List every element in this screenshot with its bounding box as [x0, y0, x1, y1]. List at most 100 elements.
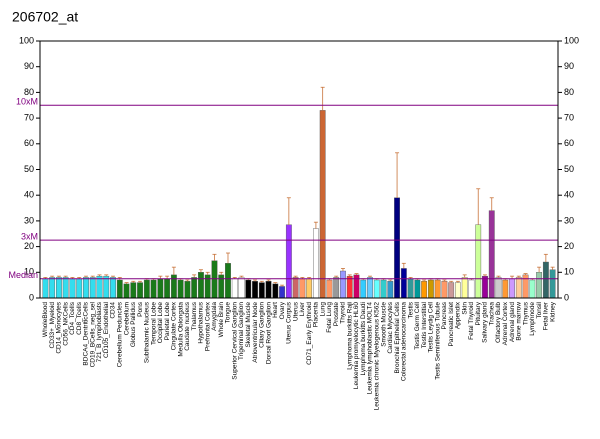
- bar: [184, 281, 191, 299]
- x-tick-label: CD33+_Myeloid: [49, 302, 56, 349]
- x-tick-label: Lymphoma burkitts Raji: [346, 302, 353, 370]
- bar: [360, 279, 367, 299]
- x-tick-label: Pituitary: [475, 301, 482, 325]
- bar: [231, 278, 238, 299]
- y-tick-label: 30: [24, 215, 34, 225]
- x-tick-label: Atrioventricular Node: [252, 302, 259, 363]
- bar: [143, 279, 150, 299]
- bar: [245, 279, 252, 299]
- x-tick-label: Lung: [319, 302, 326, 317]
- bar: [441, 281, 448, 299]
- y2-tick-label: 50: [564, 164, 574, 174]
- y2-tick-label: 20: [564, 241, 574, 251]
- bar: [191, 277, 198, 299]
- y2-tick-label: 90: [564, 61, 574, 71]
- y-tick-label: 40: [24, 190, 34, 200]
- x-tick-label: BDCA4_DentriticCells: [83, 301, 90, 365]
- bar: [292, 277, 299, 299]
- x-tick-label: Thyroid: [340, 302, 347, 324]
- bar: [461, 277, 468, 299]
- bar: [387, 281, 394, 299]
- bar: [285, 224, 292, 299]
- x-tick-label: WholeBlood: [42, 302, 49, 337]
- bar: [279, 286, 285, 299]
- plot-frame: [39, 40, 559, 299]
- bar: [62, 277, 69, 299]
- y2-tick-label: 100: [564, 35, 579, 45]
- y2-tick-label: 30: [564, 215, 574, 225]
- bar: [346, 275, 353, 299]
- bar: [89, 277, 96, 299]
- x-tick-label: Thalamus: [191, 301, 198, 330]
- x-tick-label: Tonsil: [536, 301, 543, 318]
- bar: [434, 279, 441, 299]
- y2-tick-label: 70: [564, 112, 574, 122]
- y-tick-label: 20: [24, 241, 34, 251]
- bar: [468, 279, 475, 299]
- bar: [421, 281, 428, 299]
- x-tick-label: Cardiac Myocytes: [387, 301, 394, 353]
- y-tick-label: 60: [24, 138, 34, 148]
- x-tick-label: Fetal Lung: [326, 302, 333, 333]
- bar: [414, 279, 421, 299]
- x-tick-label: Leukemia promyelocytic HL60: [353, 302, 360, 389]
- bar: [96, 275, 103, 299]
- x-tick-label: Testis Interstitial: [421, 301, 428, 348]
- bar: [427, 279, 434, 299]
- x-tick-label: CD56_NKCells: [62, 301, 69, 345]
- bar: [42, 278, 49, 299]
- y2-tick-label: 60: [564, 138, 574, 148]
- x-tick-label: Thymus: [522, 301, 529, 325]
- x-tick-label: Bronchial Epithelial Cells: [394, 301, 401, 373]
- x-tick-label: Skin: [461, 302, 468, 315]
- y-tick-label: 0: [29, 292, 34, 302]
- x-tick-label: Cerebellum Peduncles: [116, 301, 123, 367]
- bar: [49, 277, 56, 299]
- x-tick-label: Occipital Lobe: [157, 302, 164, 344]
- x-tick-label: CD19_BCells_neg_sel: [89, 301, 96, 367]
- x-tick-label: Testis Seminiferous Tubule: [434, 302, 441, 380]
- x-tick-label: Trigeminal Ganglion: [238, 302, 245, 360]
- bar: [529, 279, 536, 299]
- x-tick-label: Skeletal Muscle: [245, 302, 252, 348]
- x-tick-label: Subthalamic Nucleus: [144, 301, 151, 363]
- x-tick-label: Fetal liver: [543, 301, 550, 330]
- reference-label: 10xM: [16, 97, 38, 107]
- bar: [225, 263, 231, 299]
- x-tick-label: Testis Leydig Cell: [428, 301, 435, 352]
- bar: [448, 282, 455, 299]
- bar: [110, 277, 116, 299]
- x-tick-label: Ovary: [279, 301, 286, 319]
- x-tick-label: Appendix: [455, 301, 462, 329]
- y-tick-label: 70: [24, 112, 34, 122]
- y-tick-label: 80: [24, 87, 34, 97]
- x-tick-label: Caudate nucleus: [184, 301, 191, 351]
- x-tick-label: Whole Brain: [218, 302, 225, 338]
- x-tick-label: Leukemia lymphoblastic MOLT4: [367, 302, 374, 395]
- bar: [252, 281, 258, 299]
- x-tick-label: Lymphnode: [529, 302, 536, 336]
- bar: [313, 228, 319, 299]
- x-tick-label: Colorectal adenocarcinoma: [401, 302, 408, 382]
- bar: [306, 278, 313, 299]
- x-tick-label: Cerebellum: [123, 302, 130, 335]
- x-tick-label: CD4_Tcells: [69, 301, 76, 335]
- x-tick-label: Dorsal Root Ganglion: [265, 302, 272, 365]
- bar: [482, 275, 488, 299]
- bar: [299, 278, 306, 299]
- x-tick-label: Trachea: [488, 302, 495, 326]
- bar: [509, 278, 515, 299]
- x-tick-label: Liver: [299, 301, 306, 316]
- reference-label: Median: [8, 270, 38, 280]
- x-tick-label: CD71_Early Erythroid: [306, 302, 313, 365]
- bar: [123, 283, 130, 299]
- bar: [536, 272, 542, 299]
- bar: [333, 277, 340, 299]
- bar: [515, 277, 522, 299]
- x-tick-label: Uterus: [292, 301, 299, 321]
- x-tick-label: Olfactory Bulb: [495, 302, 502, 343]
- x-tick-label: Lymphoma burkitts Daudi: [360, 302, 367, 375]
- bar: [56, 277, 62, 299]
- x-tick-label: Pancreas: [441, 301, 448, 329]
